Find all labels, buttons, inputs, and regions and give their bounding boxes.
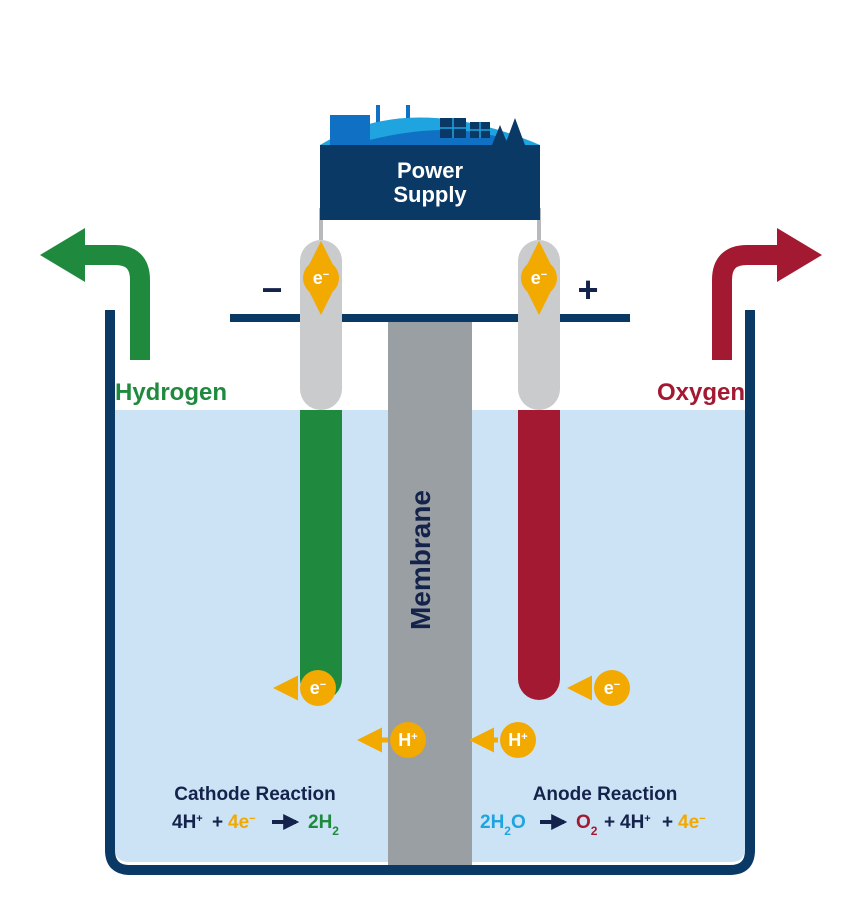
- container-lid: [230, 314, 630, 322]
- svg-text:+: +: [604, 812, 615, 833]
- sun-icon: [477, 60, 513, 96]
- hydrogen-label: Hydrogen: [115, 379, 227, 406]
- oxygen-out-arrow: [722, 228, 822, 360]
- membrane-label: Membrane: [405, 490, 436, 630]
- cathode-reaction-title: Cathode Reaction: [174, 784, 336, 805]
- power-supply-label-2: Supply: [393, 182, 467, 207]
- hydrogen-out-arrow: [40, 228, 140, 360]
- building-icon: [330, 115, 370, 145]
- anode-polarity: +: [577, 269, 598, 310]
- anode-reaction-title: Anode Reaction: [533, 784, 678, 805]
- power-supply-badge: Power Supply: [320, 0, 540, 220]
- electrolysis-diagram: Membrane − + Hydrogen Oxygen: [0, 0, 862, 900]
- svg-text:+: +: [212, 812, 223, 833]
- power-supply-label-1: Power: [397, 158, 463, 183]
- cloud-icon: [457, 70, 513, 100]
- cathode-polarity: −: [261, 269, 282, 310]
- oxygen-label: Oxygen: [657, 379, 745, 406]
- svg-text:+: +: [662, 812, 673, 833]
